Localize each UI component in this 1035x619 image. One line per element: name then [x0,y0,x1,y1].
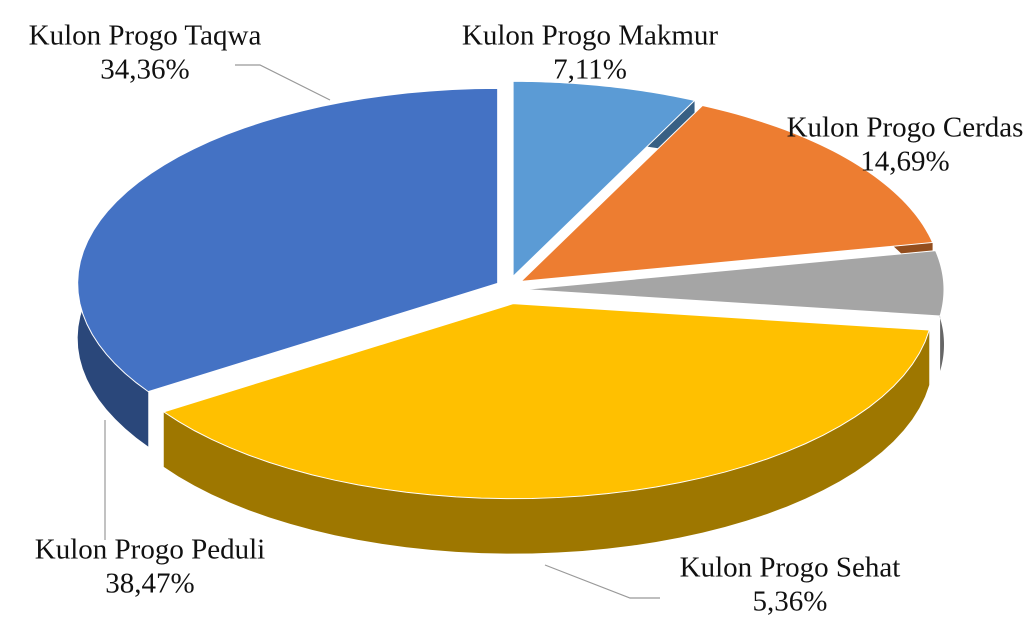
slice-value-label: 34,36% [100,54,189,86]
pie-slice [162,303,930,500]
slice-value-label: 38,47% [105,568,194,600]
slice-label: Kulon Progo Taqwa [29,20,262,52]
slice-value-label: 14,69% [860,146,949,178]
leader-line [544,564,660,599]
slice-value-label: 7,11% [553,54,627,86]
pie-slice [77,87,499,393]
slice-value-label: 5,36% [753,586,828,618]
leader-line [235,64,331,101]
slice-label: Kulon Progo Peduli [35,534,265,566]
slice-label: Kulon Progo Makmur [462,20,719,52]
slice-label: Kulon Progo Cerdas [787,112,1024,144]
slice-label: Kulon Progo Sehat [680,552,901,584]
pie-slice-side [163,330,930,554]
pie-slice [519,104,934,283]
pie-slice [523,250,945,317]
pie-slice [512,80,696,278]
